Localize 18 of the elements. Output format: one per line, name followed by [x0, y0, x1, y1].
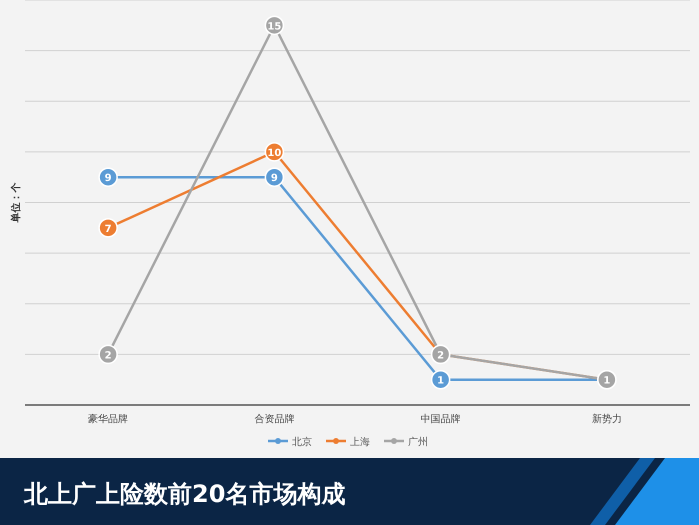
y-axis-title: 单位：个	[10, 182, 22, 224]
legend-label: 上海	[350, 436, 370, 448]
data-label: 1	[437, 376, 444, 387]
legend-label: 广州	[408, 436, 428, 448]
data-label: 10	[267, 148, 282, 159]
legend-label: 北京	[292, 436, 312, 448]
data-label: 2	[104, 350, 112, 362]
data-label: 2	[437, 350, 444, 362]
data-label: 9	[270, 173, 278, 184]
data-label: 15	[267, 21, 282, 32]
text: 北上广上险数前20名市场构成	[23, 480, 346, 508]
data-label: 9	[104, 173, 112, 184]
x-tick-label: 新势力	[592, 413, 622, 425]
x-tick-label: 合资品牌	[254, 413, 294, 425]
x-tick-label: 豪华品牌	[88, 413, 128, 425]
data-label: 1	[603, 376, 610, 387]
x-tick-label: 中国品牌	[420, 413, 461, 425]
data-label: 7	[104, 224, 112, 235]
